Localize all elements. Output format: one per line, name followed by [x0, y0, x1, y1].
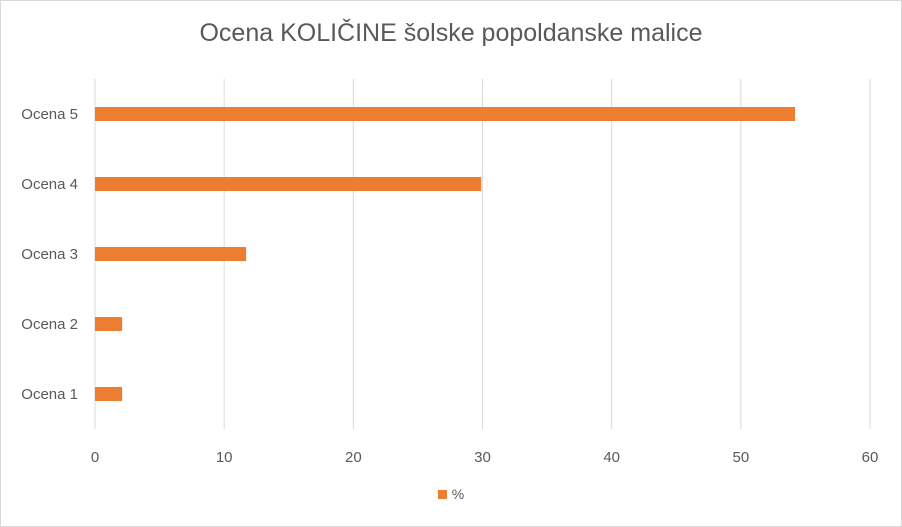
legend: %	[1, 486, 901, 502]
y-tick-label: Ocena 1	[21, 386, 78, 403]
bar	[95, 177, 482, 191]
x-tick-label: 0	[91, 449, 99, 466]
x-tick-label: 60	[862, 449, 879, 466]
x-tick-label: 20	[345, 449, 362, 466]
x-tick-label: 10	[216, 449, 233, 466]
bar	[95, 247, 247, 261]
x-tick-label: 50	[732, 449, 749, 466]
y-tick-label: Ocena 4	[21, 176, 78, 193]
bar	[95, 317, 123, 331]
y-tick-label: Ocena 3	[21, 246, 78, 263]
x-tick-label: 30	[474, 449, 491, 466]
chart-title: Ocena KOLIČINE šolske popoldanske malice	[199, 19, 703, 47]
x-tick-label: 40	[603, 449, 620, 466]
y-tick-label: Ocena 5	[21, 106, 78, 123]
legend-swatch	[437, 489, 447, 499]
bar	[95, 107, 796, 121]
legend-label: %	[451, 486, 465, 502]
bar	[95, 387, 123, 401]
y-tick-label: Ocena 2	[21, 316, 78, 333]
